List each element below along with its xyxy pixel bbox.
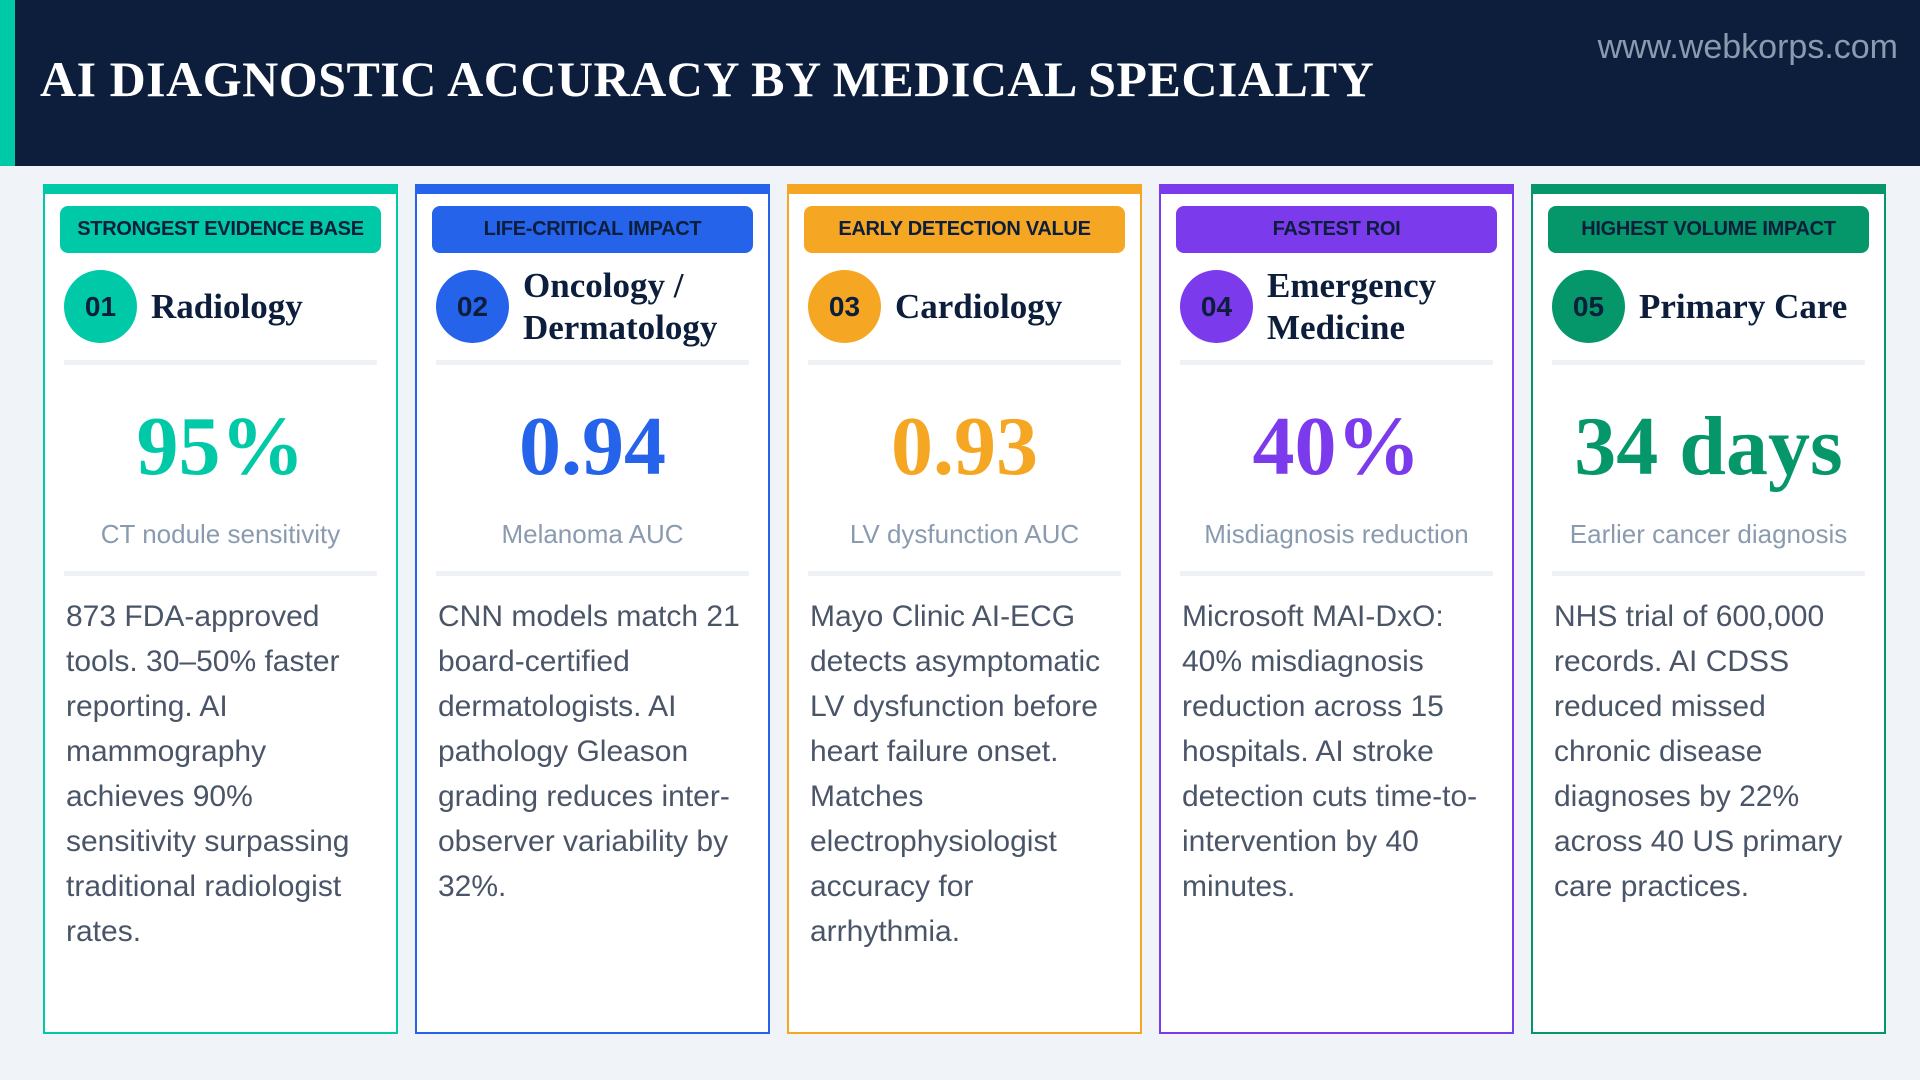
- metric-value: 0.93: [891, 400, 1038, 493]
- card-description: Microsoft MAI-DxO: 40% misdiagnosis redu…: [1182, 600, 1478, 903]
- card-badge: EARLY DETECTION VALUE: [804, 206, 1125, 253]
- divider: [64, 571, 377, 576]
- number-circle: 04: [1180, 270, 1253, 343]
- divider: [436, 571, 749, 576]
- metric-label: Misdiagnosis reduction: [1204, 519, 1469, 549]
- specialty-card: STRONGEST EVIDENCE BASE 01 Radiology 95%…: [43, 184, 398, 1034]
- specialty-card: FASTEST ROI 04 Emergency Medicine 40% Mi…: [1159, 184, 1514, 1034]
- card-badge: HIGHEST VOLUME IMPACT: [1548, 206, 1869, 253]
- metric-label: CT nodule sensitivity: [100, 519, 341, 549]
- card-header: 02 Oncology / Dermatology: [436, 253, 749, 365]
- header: AI DIAGNOSTIC ACCURACY BY MEDICAL SPECIA…: [0, 0, 1920, 166]
- card-description: CNN models match 21 board-certified derm…: [438, 600, 740, 903]
- page-title: AI DIAGNOSTIC ACCURACY BY MEDICAL SPECIA…: [40, 51, 1375, 107]
- card-badge: STRONGEST EVIDENCE BASE: [60, 206, 381, 253]
- divider: [1552, 571, 1865, 576]
- card-badge: LIFE-CRITICAL IMPACT: [432, 206, 753, 253]
- metric-label: Earlier cancer diagnosis: [1569, 519, 1848, 549]
- metric-value: 95%: [136, 400, 305, 493]
- number-circle: 02: [436, 270, 509, 343]
- specialty-name: Cardiology: [895, 286, 1063, 326]
- number-circle: 03: [808, 270, 881, 343]
- specialty-name: Oncology / Dermatology: [523, 265, 718, 347]
- specialty-card: HIGHEST VOLUME IMPACT 05 Primary Care 34…: [1531, 184, 1886, 1034]
- website-label: www.webkorps.com: [1597, 28, 1898, 66]
- card-header: 03 Cardiology: [808, 253, 1121, 365]
- card-header: 05 Primary Care: [1552, 253, 1865, 365]
- metric-value: 0.94: [519, 400, 666, 493]
- card-description: Mayo Clinic AI-ECG detects asymptomatic …: [810, 600, 1101, 948]
- specialty-cards: STRONGEST EVIDENCE BASE 01 Radiology 95%…: [43, 184, 1886, 1034]
- number-circle: 05: [1552, 270, 1625, 343]
- card-description: 873 FDA-approved tools. 30–50% faster re…: [66, 600, 350, 948]
- divider: [1180, 571, 1493, 576]
- card-description: NHS trial of 600,000 records. AI CDSS re…: [1554, 600, 1843, 903]
- specialty-card: LIFE-CRITICAL IMPACT 02 Oncology / Derma…: [415, 184, 770, 1034]
- card-badge: FASTEST ROI: [1176, 206, 1497, 253]
- card-header: 04 Emergency Medicine: [1180, 253, 1493, 365]
- metric-label: LV dysfunction AUC: [849, 519, 1080, 549]
- accent-bar: [0, 0, 15, 166]
- specialty-name: Primary Care: [1639, 286, 1848, 326]
- number-circle: 01: [64, 270, 137, 343]
- metric-value: 34 days: [1574, 400, 1843, 493]
- metric-label: Melanoma AUC: [501, 519, 684, 549]
- divider: [808, 571, 1121, 576]
- specialty-name: Radiology: [151, 286, 303, 326]
- specialty-card: EARLY DETECTION VALUE 03 Cardiology 0.93…: [787, 184, 1142, 1034]
- specialty-name: Emergency Medicine: [1267, 265, 1437, 347]
- card-header: 01 Radiology: [64, 253, 377, 365]
- metric-value: 40%: [1252, 400, 1421, 493]
